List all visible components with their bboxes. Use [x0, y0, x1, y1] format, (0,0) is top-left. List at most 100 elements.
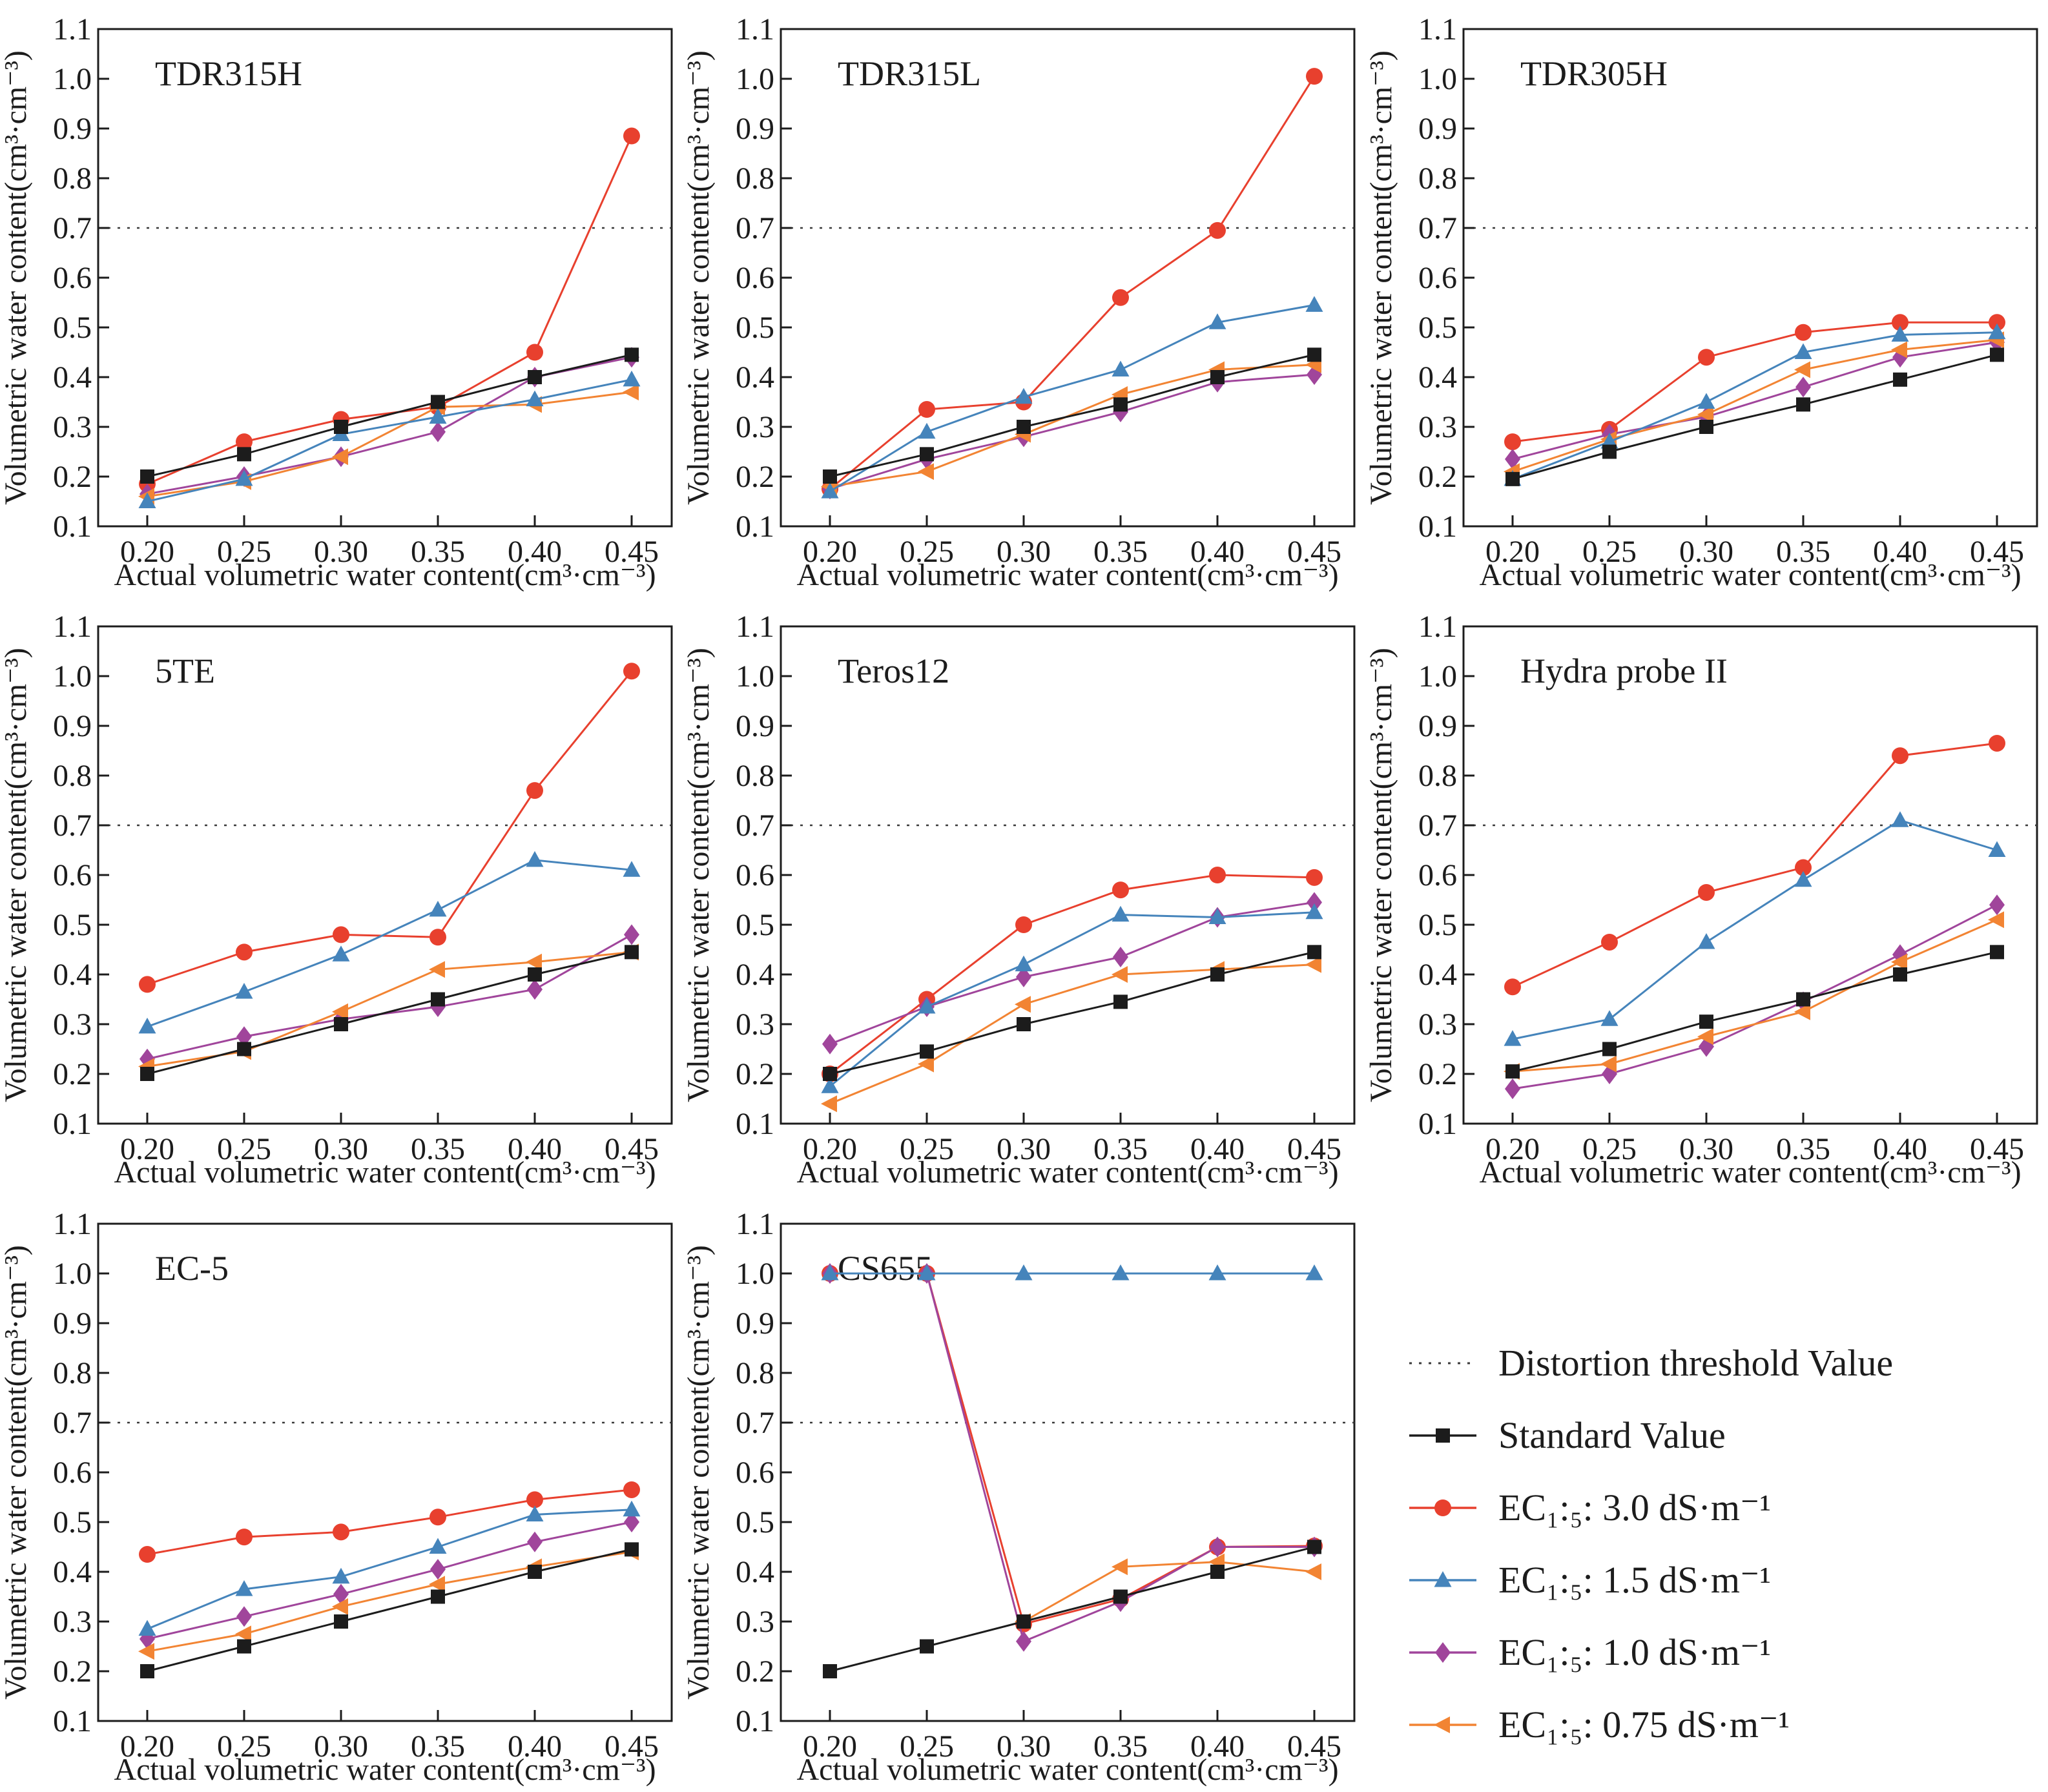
- chart-tdr305h: 0.20 0.25 0.30 0.35 0.40 0.45 0.1 0.2 0.3 0.4 0.5 0…: [1365, 12, 2038, 592]
- svg-text:0.9: 0.9: [736, 112, 774, 146]
- svg-text:0.25: 0.25: [217, 535, 271, 569]
- svg-text:0.45: 0.45: [605, 1729, 659, 1764]
- svg-text:0.20: 0.20: [1485, 1132, 1540, 1166]
- svg-text:Volumetric water content(cm³·c: Volumetric water content(cm³·cm⁻³): [0, 648, 33, 1102]
- svg-text:0.9: 0.9: [53, 709, 92, 743]
- legend-item-ec-1-0: EC₁:₅: 1.0 dS·m⁻¹: [1404, 1616, 2048, 1689]
- svg-text:0.7: 0.7: [1418, 808, 1457, 843]
- svg-text:0.45: 0.45: [605, 1132, 659, 1166]
- legend-item-ec-1-5: EC₁:₅: 1.5 dS·m⁻¹: [1404, 1544, 2048, 1616]
- svg-text:0.30: 0.30: [1679, 1132, 1733, 1166]
- ec-1-5-triangle-marker-icon: [1409, 1571, 1476, 1587]
- svg-text:0.2: 0.2: [736, 1057, 774, 1091]
- svg-text:0.45: 0.45: [1287, 1132, 1341, 1166]
- svg-text:0.35: 0.35: [1776, 1132, 1830, 1166]
- svg-text:CS655: CS655: [838, 1249, 933, 1288]
- svg-text:Actual volumetric water conten: Actual volumetric water content(cm³·cm⁻³…: [1479, 1155, 2021, 1190]
- svg-text:0.1: 0.1: [1418, 510, 1457, 544]
- chart-tdr315h: 0.20 0.25 0.30 0.35 0.40 0.45 0.1 0.2 0.3 0.4 0.5 0…: [0, 12, 673, 592]
- svg-text:0.5: 0.5: [736, 1505, 774, 1540]
- svg-text:0.35: 0.35: [1093, 535, 1148, 569]
- chart-panel-tdr305h: 0.20 0.25 0.30 0.35 0.40 0.45 0.1 0.2 0.3 0.4 0.5 0…: [1365, 0, 2048, 597]
- svg-text:0.20: 0.20: [120, 1729, 174, 1764]
- svg-text:1.1: 1.1: [53, 12, 92, 46]
- svg-text:0.1: 0.1: [53, 510, 92, 544]
- svg-text:0.4: 0.4: [53, 1555, 92, 1589]
- svg-text:0.7: 0.7: [1418, 211, 1457, 245]
- svg-text:1.1: 1.1: [736, 610, 774, 644]
- svg-text:0.4: 0.4: [53, 958, 92, 992]
- svg-text:0.3: 0.3: [736, 1007, 774, 1042]
- svg-text:0.7: 0.7: [53, 1406, 92, 1440]
- svg-text:0.30: 0.30: [314, 1729, 368, 1764]
- svg-text:0.3: 0.3: [53, 410, 92, 444]
- svg-text:0.3: 0.3: [736, 410, 774, 444]
- svg-text:0.3: 0.3: [736, 1605, 774, 1639]
- svg-text:0.9: 0.9: [53, 112, 92, 146]
- legend-item-label: Standard Value: [1498, 1414, 1726, 1456]
- svg-text:0.6: 0.6: [736, 1456, 774, 1490]
- legend-item-label: EC₁:₅: 1.0 dS·m⁻¹: [1498, 1631, 1771, 1673]
- svg-text:0.45: 0.45: [1287, 535, 1341, 569]
- chart-hydra-probe-ii: 0.20 0.25 0.30 0.35 0.40 0.45 0.1 0.2 0.3 0.4 0.5 0…: [1365, 610, 2038, 1190]
- svg-text:0.6: 0.6: [53, 261, 92, 295]
- svg-text:0.30: 0.30: [314, 535, 368, 569]
- ec-0-75-left-triangle-marker-icon: [1409, 1716, 1476, 1733]
- svg-text:0.2: 0.2: [1418, 460, 1457, 494]
- legend: Distortion threshold Value Standard Valu…: [1365, 1195, 2048, 1792]
- svg-text:0.1: 0.1: [53, 1704, 92, 1738]
- svg-text:0.2: 0.2: [53, 460, 92, 494]
- chart-ec-5: 0.20 0.25 0.30 0.35 0.40 0.45 0.1 0.2 0.3 0.4 0.5 0…: [0, 1207, 673, 1787]
- svg-text:0.6: 0.6: [1418, 858, 1457, 892]
- svg-text:1.1: 1.1: [1418, 12, 1457, 46]
- svg-text:1.0: 1.0: [1418, 62, 1457, 96]
- svg-text:0.5: 0.5: [1418, 908, 1457, 942]
- svg-text:0.20: 0.20: [803, 1729, 857, 1764]
- svg-text:1.0: 1.0: [1418, 659, 1457, 694]
- svg-text:Volumetric water content(cm³·c: Volumetric water content(cm³·cm⁻³): [683, 1245, 716, 1700]
- svg-text:0.5: 0.5: [53, 311, 92, 345]
- svg-text:0.2: 0.2: [1418, 1057, 1457, 1091]
- svg-text:0.4: 0.4: [53, 360, 92, 395]
- svg-text:1.1: 1.1: [736, 12, 774, 46]
- svg-text:0.40: 0.40: [1873, 1132, 1927, 1166]
- chart-teros12: 0.20 0.25 0.30 0.35 0.40 0.45 0.1 0.2 0.3 0.4 0.5 0…: [683, 610, 1356, 1190]
- svg-text:0.40: 0.40: [508, 1729, 562, 1764]
- svg-text:0.40: 0.40: [508, 535, 562, 569]
- svg-text:0.1: 0.1: [1418, 1107, 1457, 1141]
- legend-item-threshold: Distortion threshold Value: [1404, 1327, 2048, 1399]
- svg-text:1.1: 1.1: [53, 1207, 92, 1241]
- svg-text:0.3: 0.3: [1418, 1007, 1457, 1042]
- svg-text:Volumetric water content(cm³·c: Volumetric water content(cm³·cm⁻³): [1365, 50, 1398, 505]
- svg-text:0.8: 0.8: [736, 759, 774, 793]
- svg-text:0.5: 0.5: [53, 1505, 92, 1540]
- svg-text:Actual volumetric water conten: Actual volumetric water content(cm³·cm⁻³…: [114, 558, 656, 592]
- svg-text:0.8: 0.8: [736, 161, 774, 196]
- svg-text:0.20: 0.20: [1485, 535, 1540, 569]
- standard-square-marker-icon: [1409, 1428, 1476, 1443]
- svg-text:Volumetric water content(cm³·c: Volumetric water content(cm³·cm⁻³): [683, 648, 716, 1102]
- svg-text:0.4: 0.4: [1418, 360, 1457, 395]
- svg-text:0.35: 0.35: [1093, 1132, 1148, 1166]
- svg-text:0.30: 0.30: [997, 535, 1051, 569]
- svg-text:0.9: 0.9: [1418, 112, 1457, 146]
- svg-text:0.7: 0.7: [736, 211, 774, 245]
- svg-text:1.1: 1.1: [53, 610, 92, 644]
- chart-panel-teros12: 0.20 0.25 0.30 0.35 0.40 0.45 0.1 0.2 0.3 0.4 0.5 0…: [683, 597, 1365, 1195]
- svg-text:0.1: 0.1: [736, 1107, 774, 1141]
- chart-5te: 0.20 0.25 0.30 0.35 0.40 0.45 0.1 0.2 0.3 0.4 0.5 0…: [0, 610, 673, 1190]
- svg-text:Actual volumetric water conten: Actual volumetric water content(cm³·cm⁻³…: [796, 1753, 1338, 1787]
- chart-panel-tdr315h: 0.20 0.25 0.30 0.35 0.40 0.45 0.1 0.2 0.3 0.4 0.5 0…: [0, 0, 683, 597]
- ec-3-0-circle-marker-icon: [1409, 1499, 1476, 1516]
- chart-panel-tdr315l: 0.20 0.25 0.30 0.35 0.40 0.45 0.1 0.2 0.3 0.4 0.5 0…: [683, 0, 1365, 597]
- svg-text:0.8: 0.8: [1418, 759, 1457, 793]
- svg-text:0.6: 0.6: [736, 858, 774, 892]
- svg-text:0.35: 0.35: [411, 1729, 465, 1764]
- legend-item-label: EC₁:₅: 3.0 dS·m⁻¹: [1498, 1487, 1771, 1529]
- svg-text:0.5: 0.5: [736, 311, 774, 345]
- svg-text:0.5: 0.5: [53, 908, 92, 942]
- svg-text:0.20: 0.20: [120, 1132, 174, 1166]
- svg-text:5TE: 5TE: [155, 652, 215, 690]
- svg-text:0.5: 0.5: [736, 908, 774, 942]
